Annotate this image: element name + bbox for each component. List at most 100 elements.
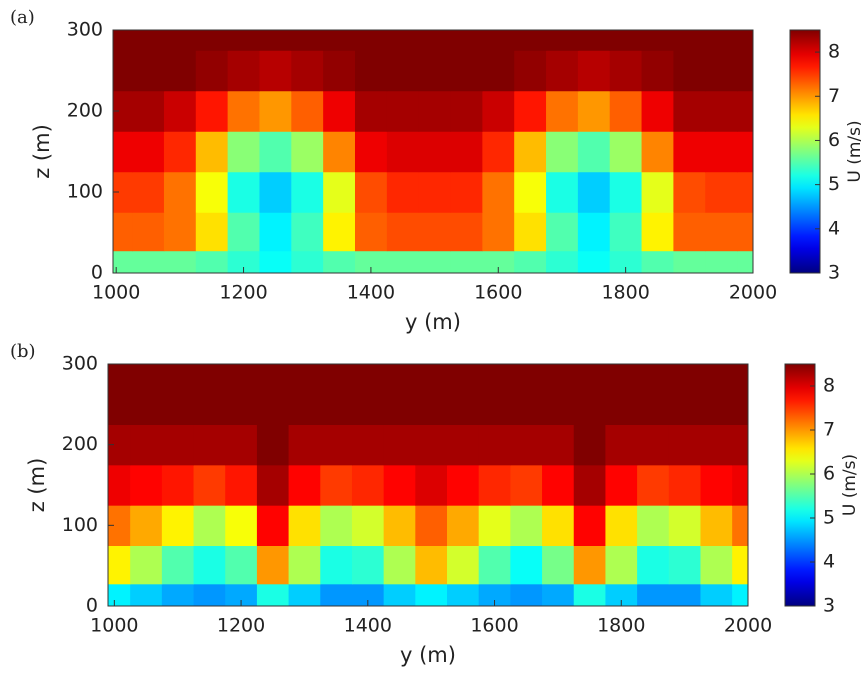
axes-box: [112, 29, 754, 274]
heat-cell: [163, 90, 197, 132]
heat-cell: [130, 505, 163, 546]
heat-cell: [351, 545, 385, 585]
heat-cell: [132, 90, 165, 132]
heat-cell: [447, 545, 480, 585]
heat-cell: [573, 364, 606, 385]
heat-cell: [193, 364, 226, 385]
heat-cell: [637, 424, 670, 466]
heat-cell: [605, 545, 638, 585]
heat-cell: [700, 583, 733, 606]
colorbar: [784, 363, 816, 607]
heat-cell: [542, 545, 575, 585]
heat-cell: [227, 131, 260, 173]
heat-cell: [195, 90, 229, 132]
heat-cell: [351, 364, 385, 385]
heat-cell: [108, 505, 131, 546]
heat-cell: [673, 30, 706, 51]
heat-cell: [225, 384, 258, 425]
heat-cell: [637, 545, 670, 585]
heat-cell: [546, 131, 579, 173]
heat-cell: [195, 50, 229, 92]
heat-cell: [514, 250, 547, 273]
heat-cell: [354, 90, 388, 132]
colorbar-tick-label: 6: [823, 463, 835, 485]
heat-cell: [573, 545, 606, 585]
heat-cell: [259, 171, 292, 213]
heat-cell: [227, 250, 260, 273]
heat-cell: [450, 30, 483, 51]
heat-cell: [605, 384, 638, 425]
x-tick-label: 1600: [474, 282, 522, 304]
heat-cell: [705, 212, 738, 252]
heat-cell: [288, 545, 321, 585]
x-tick-label: 2000: [729, 282, 777, 304]
y-tick-label: 200: [67, 100, 103, 122]
heat-cell: [514, 171, 547, 213]
heat-cell: [291, 171, 324, 213]
heat-cell: [227, 90, 260, 132]
heat-cell: [450, 212, 483, 252]
heat-cell: [577, 30, 611, 51]
heat-cell: [482, 212, 515, 252]
heat-cell: [732, 505, 748, 546]
heat-cell: [108, 424, 131, 466]
heat-cell: [482, 30, 515, 51]
heat-cell: [386, 212, 420, 252]
heat-cell: [641, 212, 674, 252]
y-tick-label: 300: [62, 353, 98, 375]
heat-cell: [450, 50, 483, 92]
heat-cell: [641, 50, 674, 92]
heat-cell: [108, 545, 131, 585]
heat-cell: [673, 131, 706, 173]
heatmap-cells: [108, 364, 748, 606]
x-tick-label: 1000: [92, 282, 140, 304]
heat-cell: [609, 30, 643, 51]
x-tick-label: 1200: [217, 615, 265, 637]
x-tick-label: 1800: [601, 282, 649, 304]
heat-cell: [641, 30, 674, 51]
heat-cell: [447, 424, 480, 466]
heat-cell: [577, 250, 611, 273]
heat-cell: [225, 505, 258, 546]
heat-cell: [354, 171, 388, 213]
heat-cell: [546, 90, 579, 132]
heat-cell: [637, 384, 670, 425]
heat-cell: [195, 250, 229, 273]
heat-cell: [320, 505, 353, 546]
heat-cell: [288, 583, 321, 606]
heat-cell: [482, 90, 515, 132]
y-tick-label: 100: [62, 514, 98, 536]
heat-cell: [259, 212, 292, 252]
x-tick-label: 1000: [90, 615, 138, 637]
heat-cell: [573, 464, 606, 506]
axes-box: [107, 363, 749, 607]
heat-cell: [418, 250, 452, 273]
heat-cell: [113, 250, 133, 273]
heat-cell: [193, 464, 226, 506]
heat-cell: [668, 384, 701, 425]
heat-cell: [354, 131, 388, 173]
heat-cell: [132, 250, 165, 273]
heat-cell: [510, 464, 543, 506]
heat-cell: [609, 90, 643, 132]
heat-cell: [605, 424, 638, 466]
heat-cell: [130, 545, 163, 585]
heat-cell: [288, 364, 321, 385]
heat-cell: [256, 545, 290, 585]
heat-cell: [542, 505, 575, 546]
heat-cell: [450, 250, 483, 273]
heat-cell: [193, 424, 226, 466]
colorbar-label: U (m/s): [845, 120, 861, 182]
heat-cell: [705, 250, 738, 273]
colorbar-tick-label: 5: [823, 507, 835, 529]
heat-cell: [383, 545, 416, 585]
heat-cell: [641, 171, 674, 213]
heat-cell: [259, 30, 292, 51]
heat-cell: [542, 424, 575, 466]
heat-cell: [418, 171, 452, 213]
heat-cell: [415, 424, 448, 466]
heat-cell: [605, 505, 638, 546]
heat-cell: [641, 131, 674, 173]
heat-cell: [482, 250, 515, 273]
